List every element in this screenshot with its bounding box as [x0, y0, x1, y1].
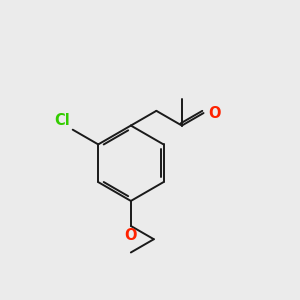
Text: Cl: Cl: [55, 113, 70, 128]
Text: O: O: [124, 228, 137, 243]
Text: O: O: [208, 106, 221, 121]
